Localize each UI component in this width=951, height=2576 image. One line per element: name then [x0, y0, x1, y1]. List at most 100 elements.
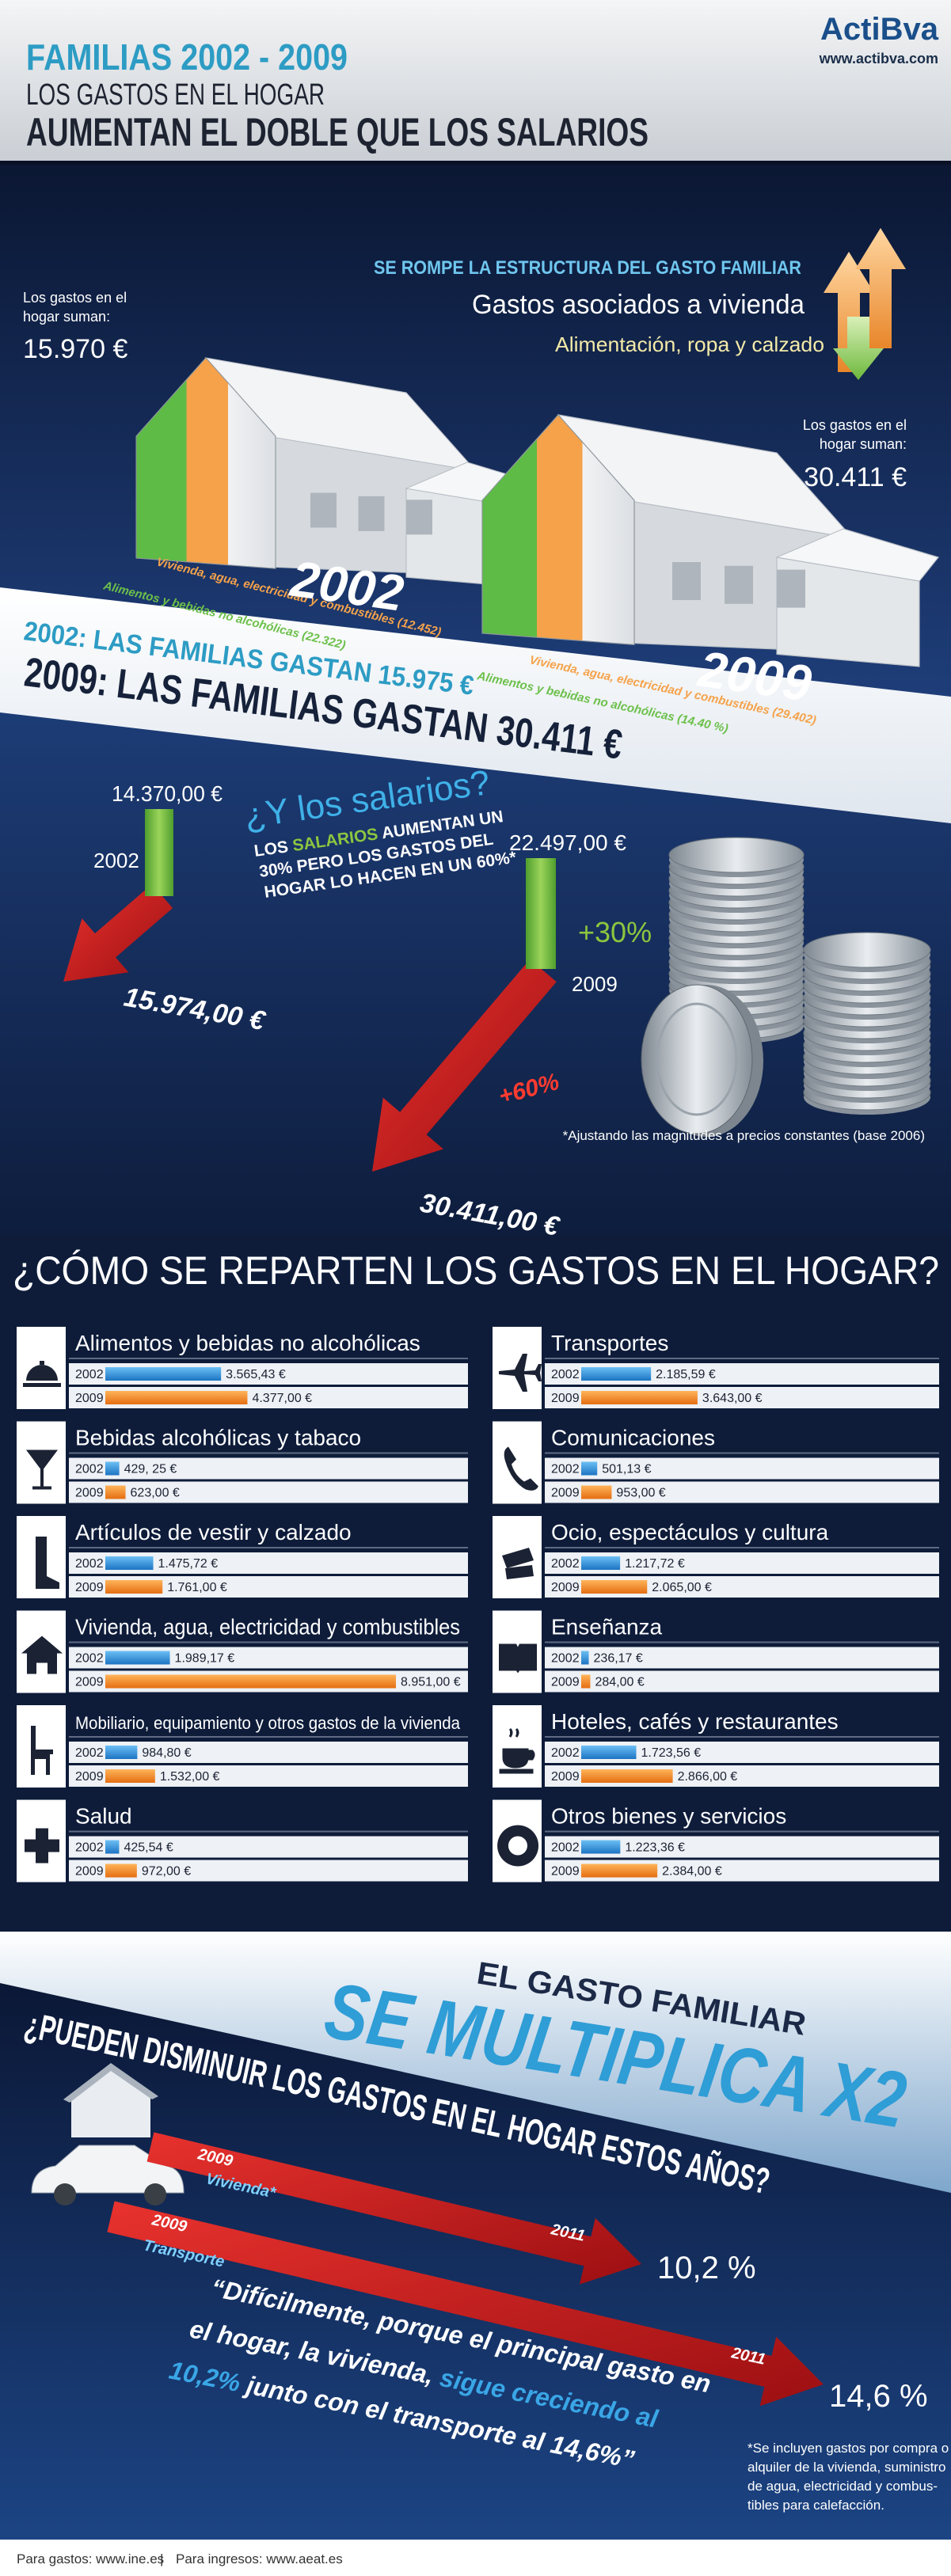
year-label: 2002 [75, 1841, 104, 1855]
bar [105, 1840, 120, 1854]
caption: Los gastos en el [23, 290, 127, 306]
year-label: 2002 [551, 1463, 580, 1476]
icon [31, 1726, 53, 1775]
value-label: 1.532,00 € [160, 1770, 220, 1784]
bar [105, 1367, 222, 1381]
light-band [0, 1932, 951, 2193]
bar [581, 1367, 652, 1381]
footnote: *Ajustando las magnitudes a precios cons… [563, 1128, 925, 1143]
header-bg [0, 0, 951, 163]
value-label: 1.223,36 € [625, 1841, 685, 1855]
value-label: 501,13 € [602, 1463, 651, 1476]
icon [502, 1548, 534, 1579]
year-label: 2002 [551, 1746, 580, 1760]
footer-source: Para ingresos: www.aeat.es [176, 2551, 343, 2567]
coin [641, 984, 753, 1134]
house-window [406, 500, 432, 535]
caption: hogar suman: [23, 309, 110, 325]
icon [499, 1643, 537, 1674]
year-label: 2009 [551, 1676, 580, 1689]
year-label: 2002 [551, 1841, 580, 1855]
house-gable [481, 414, 635, 646]
bar [581, 1485, 612, 1499]
item-name: Artículos de vestir y calzado [75, 1520, 352, 1544]
total: 30.411 € [804, 462, 907, 492]
year-label: 2009 [75, 1865, 104, 1879]
headline: AUMENTAN EL DOBLE QUE LOS SALARIOS [26, 110, 649, 154]
title: FAMILIAS 2002 - 2009 [26, 36, 348, 78]
icon [36, 1537, 59, 1589]
item-name: Ocio, espectáculos y cultura [551, 1520, 829, 1544]
row-bg [69, 1836, 468, 1858]
icon [499, 1727, 535, 1774]
panel-title-bg [69, 1610, 468, 1643]
row-bg [69, 1481, 468, 1503]
structure-down: Alimentación, ropa y calzado [555, 332, 824, 356]
logo: ActiBva [820, 12, 939, 47]
house-roof [63, 2063, 158, 2103]
value-label: 1.475,72 € [158, 1557, 219, 1571]
year-label: 2009 [572, 972, 618, 996]
bar [581, 1651, 589, 1665]
icon [504, 1446, 538, 1491]
up-arrow [855, 228, 906, 348]
year-label: 2009 [75, 1581, 104, 1594]
house-window [672, 562, 701, 600]
footnote-line: de agua, electricidad y combus- [747, 2479, 938, 2494]
coin-inner [656, 1002, 738, 1116]
year-label: 2009 [75, 1770, 104, 1784]
arrows [63, 883, 557, 1172]
car-icon [31, 2145, 184, 2194]
car-wheel [144, 2183, 166, 2206]
salary-bar [526, 858, 556, 969]
rate: 10,2 % [657, 2251, 756, 2285]
item-name: Salud [75, 1804, 132, 1829]
house-window [358, 496, 385, 531]
banner-band [0, 587, 951, 823]
row-bg [545, 1457, 939, 1480]
bar [105, 1556, 154, 1570]
bar [105, 1864, 137, 1878]
panel-title-bg [545, 1705, 939, 1737]
bar [581, 1769, 673, 1783]
footnote: *Se incluyen gastos por compra o alquiler… [747, 2441, 949, 2513]
value-label: 3.565,43 € [226, 1368, 286, 1381]
bar [105, 1485, 126, 1499]
year-label: 2002 [75, 1746, 104, 1760]
value-label: 984,80 € [142, 1746, 191, 1760]
row-bg [69, 1457, 468, 1480]
structure-up: Gastos asociados a vivienda [472, 290, 805, 320]
bar [581, 1556, 621, 1570]
value-label: 972,00 € [142, 1865, 191, 1879]
year-label: 2009 [551, 1581, 580, 1594]
year-label: 2002 [551, 1368, 580, 1381]
year-label: 2009 [551, 1392, 580, 1405]
coin [668, 837, 805, 873]
value-label: 1.989,17 € [175, 1652, 235, 1666]
row-bg [545, 1670, 939, 1693]
red-arrow [63, 883, 173, 982]
panel-title-bg [69, 1516, 468, 1548]
icon [23, 1361, 61, 1387]
year-label: 2009 [551, 1487, 580, 1500]
house-wing-roof [774, 528, 940, 582]
item-name: Comunicaciones [551, 1426, 715, 1450]
red-arrow [146, 2132, 641, 2285]
year-label: 2002 [75, 1368, 104, 1381]
panel-title-bg [69, 1705, 468, 1737]
total: 15.970 € [23, 334, 127, 364]
footer-separator: | [160, 2551, 163, 2567]
value-label: 1.217,72 € [625, 1557, 685, 1571]
row-bg [545, 1647, 939, 1669]
value-label: 284,00 € [595, 1676, 644, 1689]
footnote-line: alquiler de la vivienda, suministro [747, 2460, 945, 2475]
value-label: 1.761,00 € [167, 1581, 227, 1594]
year-label: 2009 [75, 1676, 104, 1689]
item-name: Transportes [551, 1331, 668, 1355]
year-label: 2009 [551, 1865, 580, 1879]
year-label: 2009 [75, 1392, 104, 1405]
bar [105, 1674, 396, 1689]
icon [499, 1354, 542, 1392]
